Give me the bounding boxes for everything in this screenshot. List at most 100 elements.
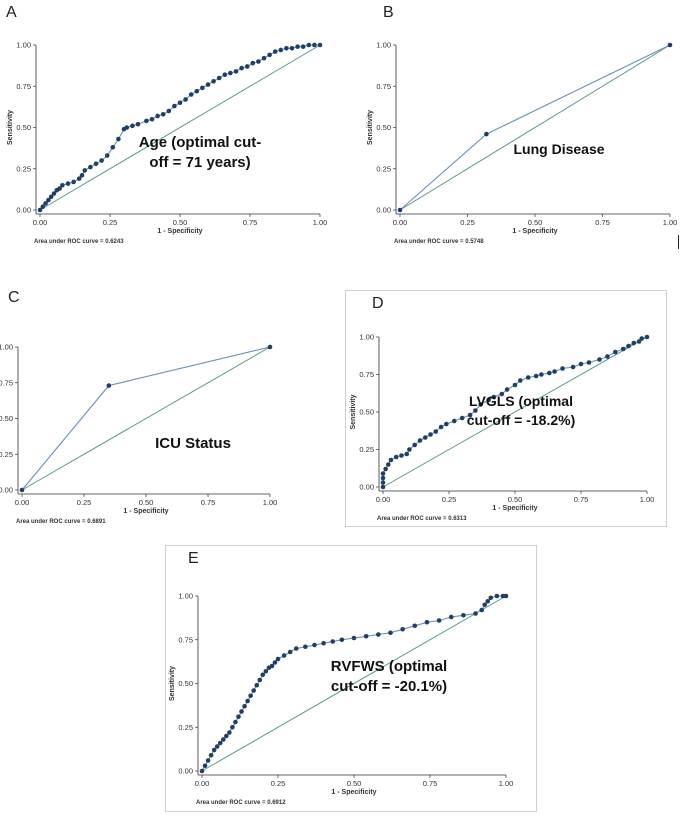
roc-point [438,424,444,430]
roc-point [43,201,48,206]
x-tick-label: 0.75 [423,779,438,788]
panel-label-b: B [383,4,394,21]
roc-point [251,688,256,693]
roc-point [202,763,208,769]
roc-point [644,334,650,340]
x-tick-label: 1.00 [263,498,278,507]
roc-point [461,612,466,618]
roc-point [380,480,386,485]
x-tick-label: 0.25 [460,218,475,227]
roc-point [525,375,531,380]
roc-point [494,593,500,599]
y-tick-label: 1.00 [178,592,193,601]
y-axis-title: Sensitivity [367,110,374,145]
roc-point [512,382,518,388]
roc-point [552,369,557,374]
y-tick-label: 0.75 [359,370,374,379]
roc-point [110,145,116,150]
y-tick-label: 1.00 [16,41,31,50]
roc-point [467,412,473,418]
roc-point [106,383,112,388]
y-tick-label: 0.75 [0,378,13,387]
roc-point [485,598,491,604]
roc-point [245,698,250,704]
y-tick-label: 0.50 [376,123,391,132]
roc-point [533,373,539,379]
roc-point [486,397,491,403]
y-tick-label: 0.00 [0,486,13,495]
roc-point [239,65,244,71]
roc-point [433,429,439,434]
roc-point [149,116,155,122]
roc-point [393,454,399,460]
roc-panel-d: D 0.00 0.25 0.50 0.75 1.00 0.00 0.25 0.50 0.75 1.… [345,290,667,527]
roc-point [257,677,263,683]
roc-point [397,207,403,213]
roc-point [412,442,417,448]
roc-point [517,378,523,383]
roc-point [400,626,405,632]
roc-point [383,466,388,472]
roc-point [227,730,232,735]
roc-point [104,153,110,158]
roc-point [269,663,275,669]
roc-point [380,471,386,476]
x-tick-label: 0.00 [195,779,210,788]
annotation-line: ICU Status [155,435,231,452]
roc-point [547,370,552,376]
y-tick-label: 0.25 [178,723,193,732]
roc-point [503,593,509,599]
x-tick-label: 0.50 [347,779,362,788]
roc-point [76,176,82,181]
x-tick-label: 0.75 [201,498,216,507]
roc-point [407,447,412,452]
roc-point [488,595,494,601]
x-tick-label: 0.75 [243,218,258,227]
reference-line [39,44,321,211]
roc-point [620,346,626,352]
roc-point [275,656,281,662]
roc-chart-a: 0.00 0.25 0.50 0.75 1.00 0.00 0.25 0.50 0.75 1.00… [7,41,327,246]
roc-point [222,72,228,77]
roc-point [233,69,239,74]
roc-curve-line [201,595,506,772]
roc-point [278,47,284,53]
roc-point [330,639,336,644]
roc-panel-c: C 0.00 0.25 0.50 0.75 1.00 0.00 0.25 0.50 0.75 1.… [0,285,340,526]
roc-point [376,632,381,637]
roc-point [135,121,141,127]
roc-chart-e: 0.00 0.25 0.50 0.75 1.00 0.00 0.25 0.50 0.75 1.00… [169,592,513,807]
roc-point [287,649,293,655]
y-tick-label: 0.00 [359,483,374,492]
roc-point [244,64,250,69]
roc-point [230,724,235,730]
y-tick-label: 0.25 [0,450,13,459]
roc-point [88,164,93,170]
stray-vertical-mark [678,235,679,249]
roc-point [272,660,278,665]
roc-point [448,614,454,620]
roc-point [261,55,267,61]
roc-panel-e: E 0.00 0.25 0.50 0.75 1.00 0.00 0.25 0.50 0.75 1.… [165,545,537,812]
roc-point [499,391,505,397]
x-tick-label: 0.50 [508,495,523,504]
y-tick-label: 1.00 [359,333,374,342]
roc-point [404,451,410,457]
panel-label-a: A [6,4,17,21]
roc-point [256,59,261,64]
roc-point [194,88,200,94]
roc-point [570,364,576,370]
reference-line [21,346,271,491]
roc-point [205,758,211,763]
roc-point [236,714,241,720]
x-axis-title: 1 - Specificity [123,508,168,515]
roc-point [200,85,205,91]
roc-point [385,462,391,467]
annotation-line: LVGLS (optimal [469,393,573,409]
auc-label: Area under ROC curve = 0.6912 [196,800,286,806]
roc-chart-c: 0.00 0.25 0.50 0.75 1.00 0.00 0.25 0.50 0.75 1.00… [0,343,278,526]
roc-point [284,46,289,51]
reference-line [201,595,507,772]
roc-point [248,693,253,699]
roc-point [339,637,345,643]
